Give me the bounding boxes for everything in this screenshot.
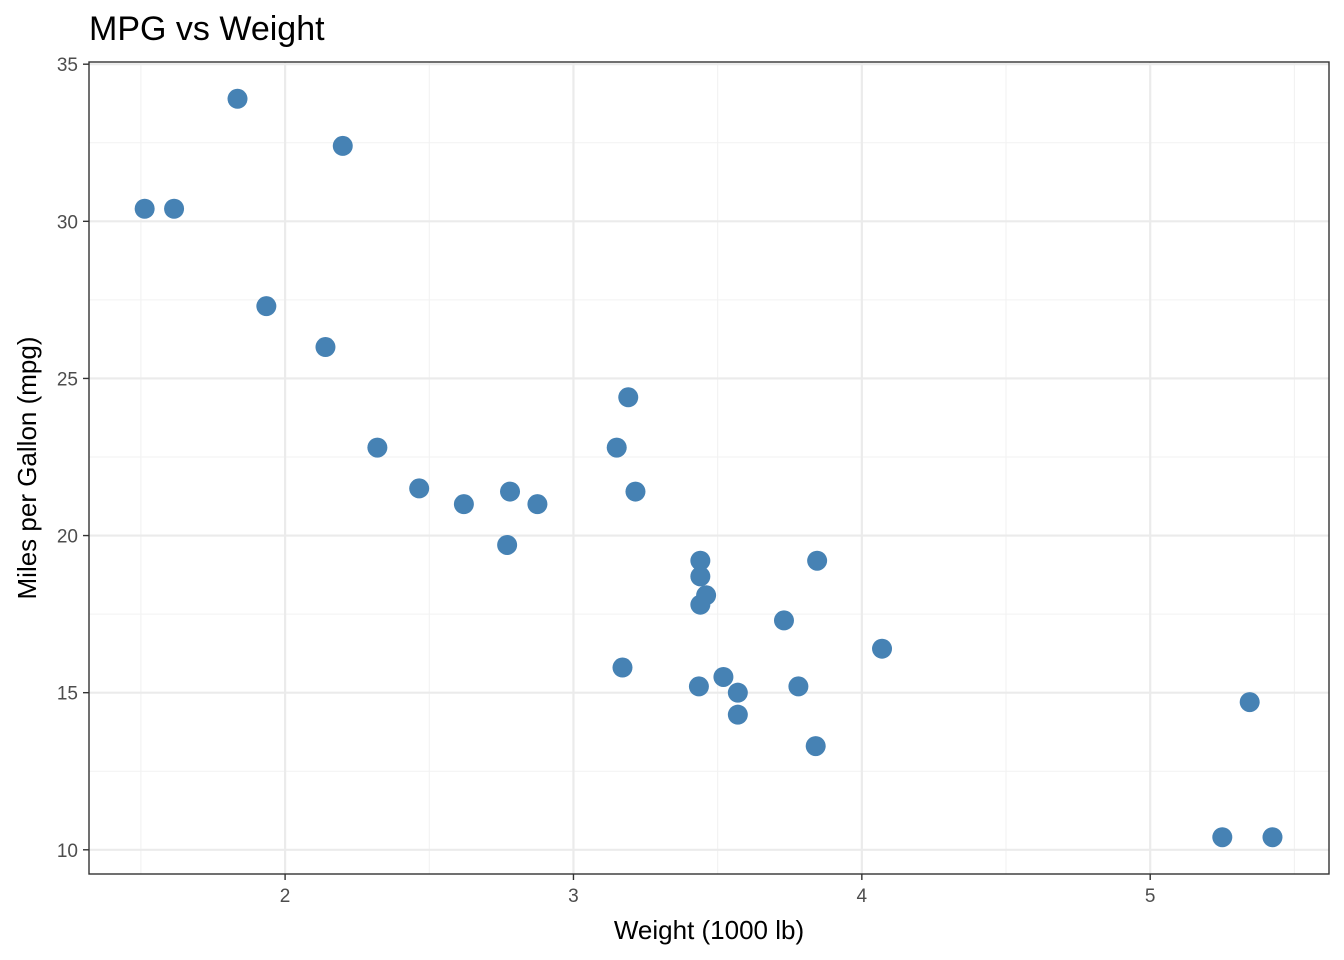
panel-background — [89, 62, 1329, 874]
y-axis-title: Miles per Gallon (mpg) — [12, 337, 42, 600]
data-point — [612, 657, 633, 678]
data-point — [690, 594, 711, 615]
data-point — [1212, 827, 1233, 848]
plot-panel — [88, 61, 1330, 875]
x-tick-label: 5 — [1145, 886, 1156, 907]
data-point — [773, 610, 794, 631]
data-point — [332, 135, 353, 156]
y-tick-label: 20 — [57, 527, 78, 548]
data-point — [453, 494, 474, 515]
data-point — [788, 676, 809, 697]
y-tick-label: 30 — [57, 212, 78, 233]
data-point — [527, 494, 548, 515]
data-point — [134, 198, 155, 219]
panel-border — [88, 61, 1330, 875]
data-point — [625, 481, 646, 502]
data-point — [807, 550, 828, 571]
data-point — [872, 638, 893, 659]
data-point — [164, 198, 185, 219]
data-point — [805, 736, 826, 757]
data-point — [315, 337, 336, 358]
data-point — [688, 676, 709, 697]
data-points — [134, 88, 1283, 848]
data-point — [727, 704, 748, 725]
y-tick-label: 35 — [57, 55, 78, 76]
data-point — [713, 666, 734, 687]
x-axis-title: Weight (1000 lb) — [614, 915, 804, 945]
data-point — [618, 387, 639, 408]
chart-title: MPG vs Weight — [89, 10, 325, 48]
x-tick-label: 2 — [280, 886, 291, 907]
data-point — [497, 534, 518, 555]
data-point — [1239, 692, 1260, 713]
y-tick-label: 10 — [57, 841, 78, 862]
x-tick-label: 3 — [568, 886, 579, 907]
x-tick-label: 4 — [857, 886, 868, 907]
y-axis: 10 15 20 25 30 35 — [57, 55, 89, 862]
data-point — [256, 296, 277, 317]
data-point — [690, 566, 711, 587]
x-axis: 2 3 4 5 — [280, 874, 1156, 907]
data-point — [367, 437, 388, 458]
data-point — [1262, 827, 1283, 848]
y-tick-label: 15 — [57, 684, 78, 705]
data-point — [606, 437, 627, 458]
major-gridlines — [89, 62, 1329, 874]
minor-gridlines — [89, 62, 1329, 874]
data-point — [227, 88, 248, 109]
data-point — [727, 682, 748, 703]
data-point — [500, 481, 521, 502]
y-tick-label: 25 — [57, 369, 78, 390]
data-point — [409, 478, 430, 499]
data-point — [690, 550, 711, 571]
